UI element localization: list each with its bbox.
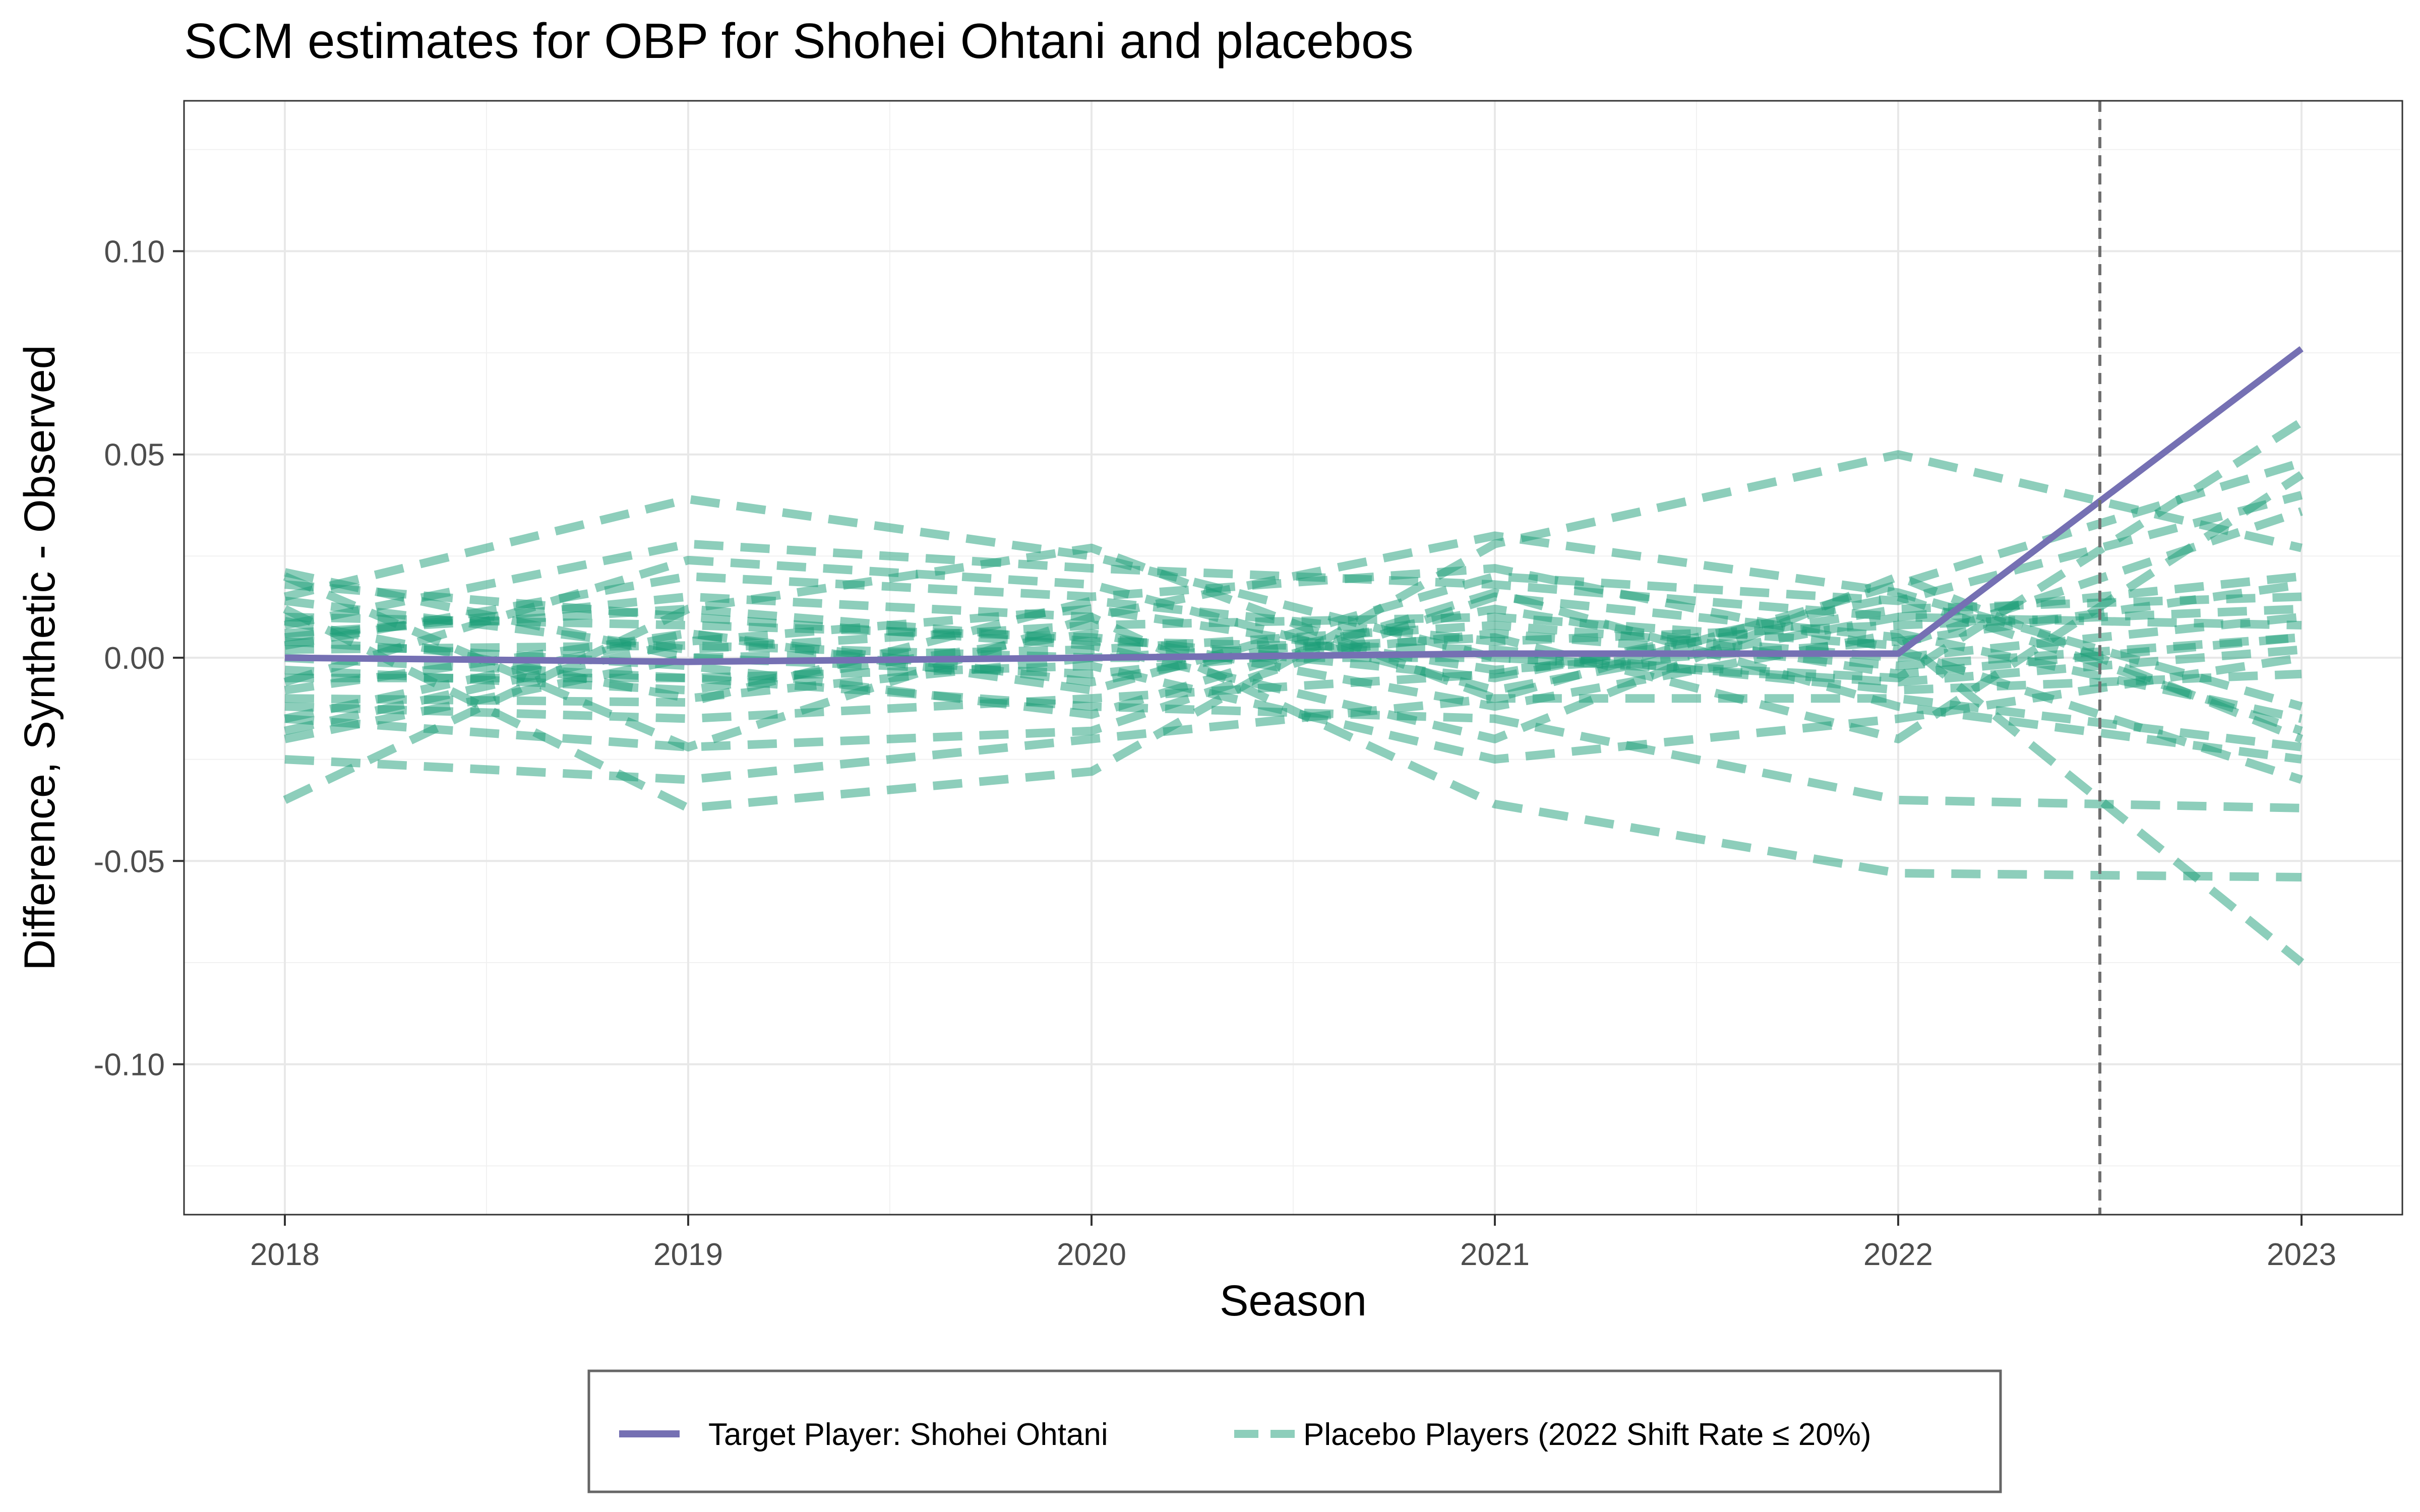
y-axis: -0.10 -0.05 0.00 0.05 0.10 [94,234,184,1083]
y-tick-label: 0.05 [104,438,165,473]
y-tick-label: -0.10 [94,1048,165,1083]
placebo-line-17 [284,653,2303,764]
y-axis-title: Difference, Synthetic - Observed [16,345,64,970]
x-axis: 2018 2019 2020 2021 2022 2023 [250,1215,2336,1272]
legend-label-target: Target Player: Shohei Ohtani [708,1417,1108,1452]
placebo-line-15 [284,564,2303,784]
target-line-layer [284,346,2304,665]
target-line [284,346,2304,665]
x-tick-label: 2022 [1863,1237,1933,1272]
x-tick-label: 2018 [250,1237,320,1272]
legend-label-placebo: Placebo Players (2022 Shift Rate ≤ 20%) [1303,1417,1871,1452]
y-tick-label: -0.05 [94,844,165,879]
x-tick-label: 2023 [2267,1237,2336,1272]
legend: Target Player: Shohei Ohtani Placebo Pla… [587,1369,2002,1493]
y-tick-label: 0.10 [104,234,165,269]
placebo-line-20 [284,604,2302,695]
x-tick-label: 2021 [1460,1237,1530,1272]
placebo-line-26 [284,617,2302,703]
x-axis-title: Season [1220,1277,1367,1325]
placebo-line-1 [283,531,2303,751]
y-tick-label: 0.00 [104,641,165,676]
chart-title: SCM estimates for OBP for Shohei Ohtani … [184,13,1414,69]
x-tick-label: 2020 [1057,1237,1126,1272]
placebo-line-7 [284,592,2302,881]
x-tick-label: 2019 [653,1237,723,1272]
placebo-line-27 [284,491,2303,723]
